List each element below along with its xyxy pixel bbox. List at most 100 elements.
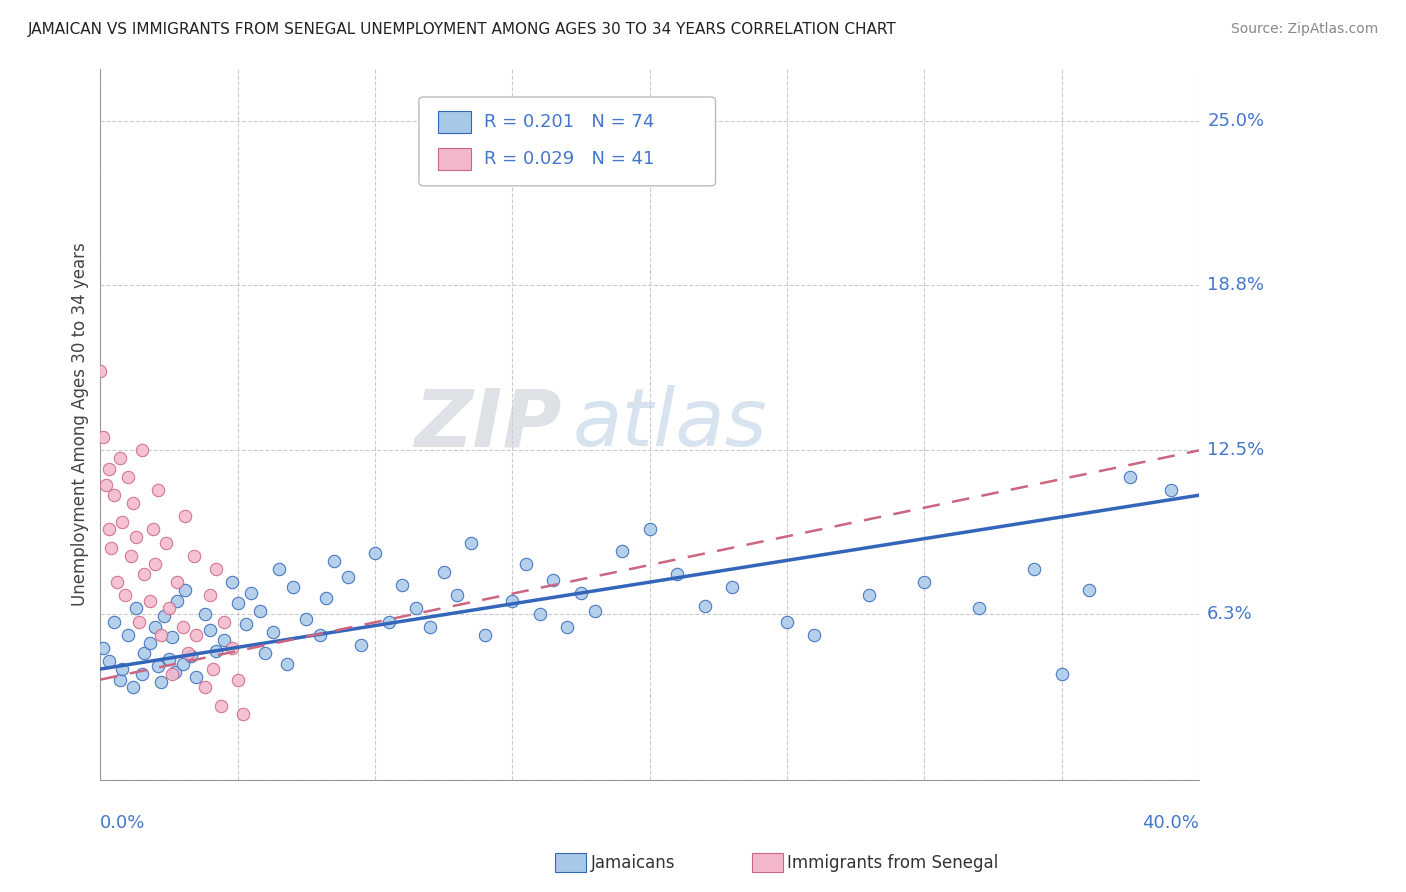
Point [100, 541, 122, 555]
Point [183, 549, 205, 563]
Text: 40.0%: 40.0% [1142, 814, 1199, 832]
Point [419, 620, 441, 634]
Point [309, 628, 332, 642]
Point [666, 567, 689, 582]
Point [446, 588, 468, 602]
Point [200, 588, 222, 602]
Point [166, 593, 188, 607]
Point [1160, 483, 1182, 497]
Point [117, 628, 139, 642]
Point [776, 615, 799, 629]
Point [103, 488, 125, 502]
Point [108, 673, 131, 687]
Point [405, 601, 427, 615]
Point [529, 607, 551, 621]
Point [114, 588, 136, 602]
Text: Immigrants from Senegal: Immigrants from Senegal [787, 854, 998, 871]
Point [97, 654, 120, 668]
Point [149, 628, 172, 642]
Point [200, 623, 222, 637]
Point [166, 575, 188, 590]
Text: JAMAICAN VS IMMIGRANTS FROM SENEGAL UNEMPLOYMENT AMONG AGES 30 TO 34 YEARS CORRE: JAMAICAN VS IMMIGRANTS FROM SENEGAL UNEM… [28, 22, 897, 37]
Text: R = 0.029   N = 41: R = 0.029 N = 41 [484, 150, 654, 168]
Point [221, 575, 243, 590]
Point [177, 646, 200, 660]
Point [131, 443, 153, 458]
Point [391, 578, 413, 592]
Point [232, 706, 254, 721]
Point [125, 601, 148, 615]
Point [89, 364, 111, 378]
Point [226, 596, 249, 610]
Point [139, 636, 162, 650]
Point [157, 601, 180, 615]
Point [143, 620, 166, 634]
Point [254, 646, 277, 660]
Point [569, 585, 592, 599]
Point [474, 628, 496, 642]
Text: R = 0.201   N = 74: R = 0.201 N = 74 [484, 113, 654, 131]
Point [103, 615, 125, 629]
Point [108, 451, 131, 466]
Point [194, 681, 217, 695]
Point [146, 483, 169, 497]
Point [146, 659, 169, 673]
Text: 6.3%: 6.3% [1208, 605, 1253, 623]
Point [693, 599, 716, 613]
Point [803, 628, 825, 642]
Point [128, 615, 150, 629]
Point [157, 651, 180, 665]
Point [174, 582, 197, 597]
Point [555, 620, 578, 634]
Text: 0.0%: 0.0% [100, 814, 146, 832]
Point [364, 546, 387, 560]
Point [433, 565, 456, 579]
Point [160, 631, 183, 645]
Point [209, 698, 232, 713]
Point [122, 681, 145, 695]
Y-axis label: Unemployment Among Ages 30 to 34 years: Unemployment Among Ages 30 to 34 years [72, 243, 89, 606]
Point [204, 643, 226, 657]
Point [221, 640, 243, 655]
Point [967, 601, 990, 615]
Point [610, 543, 633, 558]
Point [858, 588, 880, 602]
Point [134, 646, 156, 660]
Point [134, 567, 156, 582]
Point [141, 523, 163, 537]
Point [543, 573, 565, 587]
FancyBboxPatch shape [419, 97, 716, 186]
Point [638, 523, 661, 537]
Point [180, 648, 202, 663]
Point [583, 604, 606, 618]
Point [212, 633, 235, 648]
Text: 12.5%: 12.5% [1208, 442, 1264, 459]
Point [262, 625, 284, 640]
Point [515, 557, 537, 571]
Point [105, 575, 128, 590]
Point [117, 470, 139, 484]
Point [163, 665, 186, 679]
Point [149, 675, 172, 690]
Point [1022, 562, 1045, 576]
Point [267, 562, 290, 576]
Point [281, 581, 304, 595]
Bar [437, 148, 471, 169]
Point [1050, 667, 1073, 681]
Point [186, 670, 208, 684]
Point [186, 628, 208, 642]
Point [91, 640, 114, 655]
Point [91, 430, 114, 444]
Point [120, 549, 142, 563]
Point [501, 593, 523, 607]
Text: Source: ZipAtlas.com: Source: ZipAtlas.com [1230, 22, 1378, 37]
Point [131, 667, 153, 681]
Bar [437, 112, 471, 133]
Point [201, 662, 224, 676]
Point [155, 535, 177, 549]
Point [336, 570, 359, 584]
Point [143, 557, 166, 571]
Point [111, 515, 134, 529]
Point [94, 477, 117, 491]
Point [460, 535, 482, 549]
